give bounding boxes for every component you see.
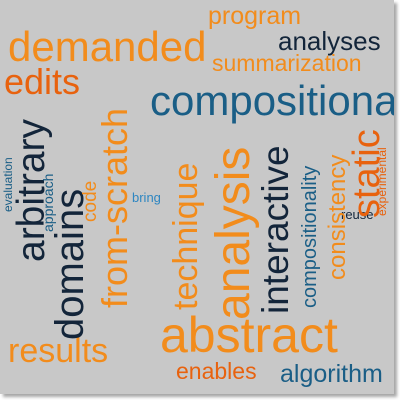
- word-approach: approach: [40, 173, 56, 232]
- word-compositional: compositional: [150, 77, 394, 124]
- word-program: program: [208, 2, 302, 30]
- word-experimental: experimental: [375, 147, 389, 216]
- word-enables: enables: [176, 358, 257, 384]
- word-analyses: analyses: [278, 26, 381, 56]
- word-technique: technique: [167, 162, 205, 310]
- word-bring: bring: [132, 190, 161, 205]
- word-edits: edits: [4, 61, 81, 102]
- word-abstract: abstract: [160, 307, 338, 363]
- word-algorithm: algorithm: [280, 360, 383, 388]
- word-cloud: program demanded analyses summarization …: [0, 0, 394, 394]
- word-reuse: reuse: [341, 207, 374, 222]
- word-code: code: [80, 180, 101, 222]
- word-interactive: interactive: [255, 145, 296, 314]
- word-compositionality: compositionality: [299, 165, 321, 308]
- word-summarization: summarization: [212, 50, 362, 76]
- word-results: results: [8, 332, 109, 370]
- word-evaluation: evaluation: [1, 157, 15, 212]
- word-analysis: analysis: [207, 146, 260, 320]
- word-demanded: demanded: [8, 23, 207, 70]
